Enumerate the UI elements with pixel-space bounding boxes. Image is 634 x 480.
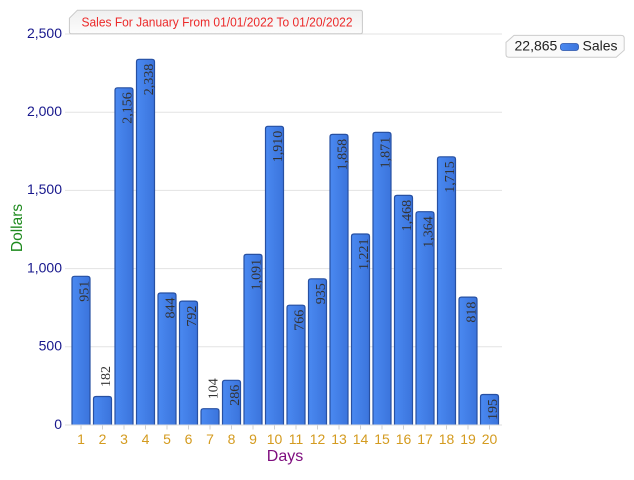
- svg-text:1,468: 1,468: [400, 200, 415, 232]
- svg-text:844: 844: [164, 298, 179, 319]
- svg-text:18: 18: [439, 431, 455, 447]
- svg-text:104: 104: [207, 378, 222, 399]
- svg-text:Days: Days: [267, 448, 303, 465]
- svg-text:195: 195: [486, 399, 501, 420]
- svg-text:2,000: 2,000: [27, 103, 62, 119]
- svg-text:16: 16: [396, 431, 412, 447]
- svg-text:14: 14: [353, 431, 369, 447]
- svg-text:286: 286: [228, 385, 243, 406]
- svg-text:13: 13: [331, 431, 347, 447]
- svg-text:182: 182: [99, 366, 114, 387]
- svg-text:2: 2: [99, 431, 107, 447]
- svg-text:22,865: 22,865: [515, 38, 558, 54]
- svg-text:1,091: 1,091: [250, 259, 265, 291]
- svg-text:1,858: 1,858: [336, 139, 351, 171]
- svg-text:1,000: 1,000: [27, 259, 62, 275]
- svg-text:9: 9: [249, 431, 257, 447]
- svg-text:3: 3: [120, 431, 128, 447]
- svg-text:1,364: 1,364: [422, 216, 437, 248]
- svg-text:10: 10: [267, 431, 283, 447]
- svg-text:11: 11: [289, 431, 304, 447]
- svg-text:19: 19: [460, 431, 476, 447]
- svg-text:1: 1: [77, 431, 85, 447]
- svg-text:2,500: 2,500: [27, 25, 62, 41]
- svg-text:500: 500: [39, 338, 63, 354]
- svg-text:17: 17: [417, 431, 433, 447]
- svg-text:2,338: 2,338: [142, 64, 157, 96]
- svg-text:Sales For January From 01/01/2: Sales For January From 01/01/2022 To 01/…: [82, 14, 353, 29]
- svg-text:7: 7: [206, 431, 214, 447]
- svg-text:0: 0: [54, 416, 62, 432]
- svg-text:2,156: 2,156: [121, 92, 136, 124]
- svg-text:792: 792: [185, 306, 200, 327]
- svg-text:818: 818: [465, 302, 480, 323]
- svg-text:1,500: 1,500: [27, 181, 62, 197]
- svg-text:12: 12: [310, 431, 326, 447]
- svg-text:20: 20: [482, 431, 498, 447]
- svg-text:1,221: 1,221: [357, 239, 372, 271]
- svg-text:1,910: 1,910: [271, 131, 286, 163]
- svg-text:951: 951: [78, 281, 93, 302]
- svg-text:Dollars: Dollars: [9, 204, 26, 252]
- svg-text:766: 766: [293, 310, 308, 331]
- svg-text:1,871: 1,871: [379, 137, 394, 169]
- svg-text:935: 935: [314, 283, 329, 304]
- svg-text:4: 4: [142, 431, 150, 447]
- svg-text:15: 15: [374, 431, 390, 447]
- svg-text:5: 5: [163, 431, 171, 447]
- svg-text:6: 6: [185, 431, 193, 447]
- svg-text:8: 8: [228, 431, 236, 447]
- svg-text:Sales: Sales: [583, 38, 618, 54]
- svg-text:1,715: 1,715: [443, 161, 458, 193]
